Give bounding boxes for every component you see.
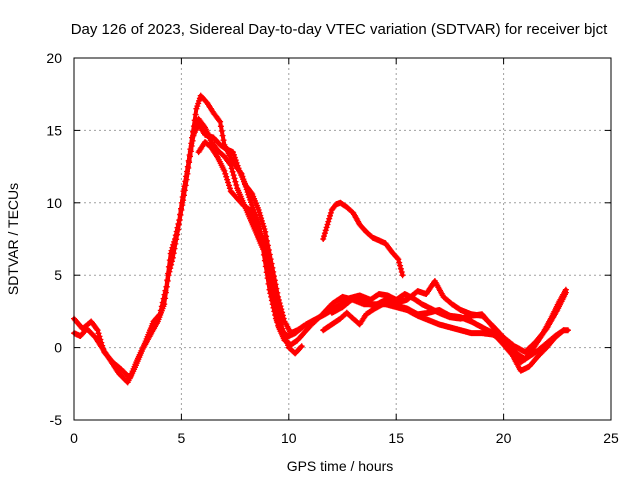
series-markers [320, 299, 567, 374]
x-tick-label: 5 [178, 430, 186, 446]
series-line [321, 200, 405, 278]
x-tick-label: 25 [603, 430, 619, 446]
plot-frame [73, 57, 612, 421]
series-line [190, 122, 306, 336]
grid-lines [74, 58, 611, 420]
y-tick-label: 0 [54, 340, 62, 356]
y-tick-label: -5 [50, 412, 63, 428]
series-track-c [195, 139, 305, 357]
x-tick-label: 20 [496, 430, 512, 446]
x-axis-label: GPS time / hours [287, 458, 394, 474]
y-tick-label: 15 [46, 122, 62, 138]
axis-ticks: 0 5 10 15 20 25 -5 0 5 10 15 20 [46, 50, 619, 446]
series-track-g [320, 299, 567, 374]
y-tick-label: 5 [54, 267, 62, 283]
series-track-e [320, 199, 406, 279]
x-tick-label: 10 [281, 430, 297, 446]
y-axis-label: SDTVAR / TECUs [5, 183, 21, 295]
chart-title: Day 126 of 2023, Sidereal Day-to-day VTE… [71, 21, 608, 38]
series-markers [320, 199, 406, 279]
y-tick-label: 10 [46, 195, 62, 211]
x-tick-label: 15 [388, 430, 404, 446]
series-markers [189, 121, 307, 337]
series-markers [71, 115, 569, 386]
series-layer [71, 92, 571, 386]
y-tick-label: 20 [46, 50, 62, 66]
series-track-d [189, 121, 307, 337]
series-track-b [71, 115, 569, 386]
series-markers [195, 139, 305, 357]
x-tick-label: 0 [70, 430, 78, 446]
